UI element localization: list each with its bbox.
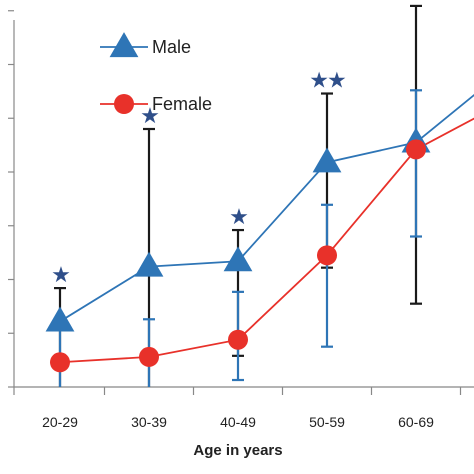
x-tick-label: 20-29	[42, 414, 78, 430]
significance-markers: ★★★★★	[51, 69, 348, 289]
data-point-female	[139, 346, 159, 367]
legend-label-male: Male	[152, 37, 191, 57]
data-point-male	[223, 246, 253, 272]
significance-star: ★★	[309, 69, 346, 94]
x-tick-label: 60-69	[398, 414, 434, 430]
significance-star: ★	[51, 263, 70, 288]
data-point-female	[406, 139, 426, 160]
data-point-female	[50, 352, 70, 373]
data-point-male	[45, 306, 75, 332]
x-tick-label: 40-49	[220, 414, 256, 430]
data-point-male	[312, 147, 342, 173]
series-line-male	[59, 93, 474, 323]
data-point-female	[317, 245, 337, 266]
x-tick-labels: 20-29 30-39 40-49 50-59 60-69	[42, 414, 434, 430]
series-line-female	[59, 117, 474, 364]
x-axis-title: Age in years	[193, 442, 282, 459]
axes	[8, 10, 474, 395]
series-lines	[59, 93, 474, 364]
legend-marker-male	[109, 32, 139, 58]
x-tick-label: 50-59	[309, 414, 345, 430]
series-markers	[45, 127, 431, 373]
data-point-female	[228, 329, 248, 350]
legend-label-female: Female	[152, 94, 212, 114]
data-point-male	[134, 251, 164, 277]
significance-star: ★	[229, 205, 248, 230]
legend: Male Female	[100, 32, 212, 114]
legend-marker-female	[114, 94, 134, 114]
x-tick-label: 30-39	[131, 414, 167, 430]
significance-star: ★	[140, 104, 159, 129]
